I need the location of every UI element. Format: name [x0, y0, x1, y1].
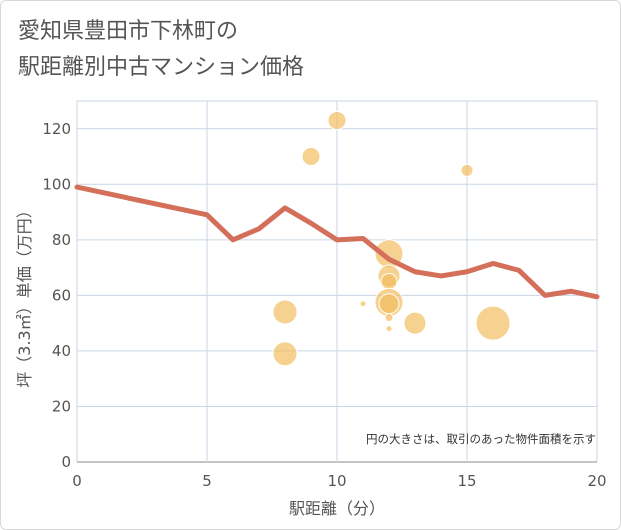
chart-title: 愛知県豊田市下林町の 駅距離別中古マンション価格 — [18, 14, 304, 86]
x-axis-title: 駅距離（分） — [289, 499, 385, 518]
bubble-point — [385, 325, 393, 333]
y-axis-title: 坪（3.3㎡）単価（万円） — [15, 202, 34, 387]
bubble-point — [359, 300, 367, 308]
y-tick-label: 120 — [42, 120, 71, 138]
average-line — [74, 184, 600, 300]
y-tick-label: 20 — [52, 397, 71, 415]
x-tick-label: 0 — [72, 472, 82, 490]
y-tick-label: 60 — [52, 286, 71, 304]
grid-lines — [76, 100, 598, 463]
x-tick-label: 20 — [587, 472, 606, 490]
x-tick-label: 15 — [457, 472, 476, 490]
y-tick-label: 0 — [61, 453, 71, 471]
bubble-point — [403, 311, 427, 335]
bubble-point — [475, 305, 511, 341]
x-tick-label: 10 — [327, 472, 346, 490]
bubble-point — [272, 341, 298, 367]
bubble-point — [460, 163, 474, 177]
title-line-2: 駅距離別中古マンション価格 — [18, 55, 305, 80]
bubble-point — [301, 147, 321, 167]
title-line-1: 愛知県豊田市下林町の — [18, 19, 239, 44]
bubble-point — [272, 299, 298, 325]
y-tick-label: 40 — [52, 342, 71, 360]
bubble-point — [327, 110, 347, 130]
bubble-point — [378, 293, 400, 315]
bubble-point — [384, 313, 394, 323]
bubble-point — [380, 273, 398, 290]
size-note: 円の大きさは、取引のあった物件面積を示す — [366, 432, 596, 446]
tick-labels: 0 20 40 60 80 100 120 0 5 10 15 20 — [42, 120, 606, 490]
average-price-line — [74, 184, 600, 300]
x-tick-label: 5 — [202, 472, 212, 490]
y-tick-label: 100 — [42, 175, 71, 193]
bubble-series — [272, 110, 511, 367]
y-tick-label: 80 — [52, 231, 71, 249]
